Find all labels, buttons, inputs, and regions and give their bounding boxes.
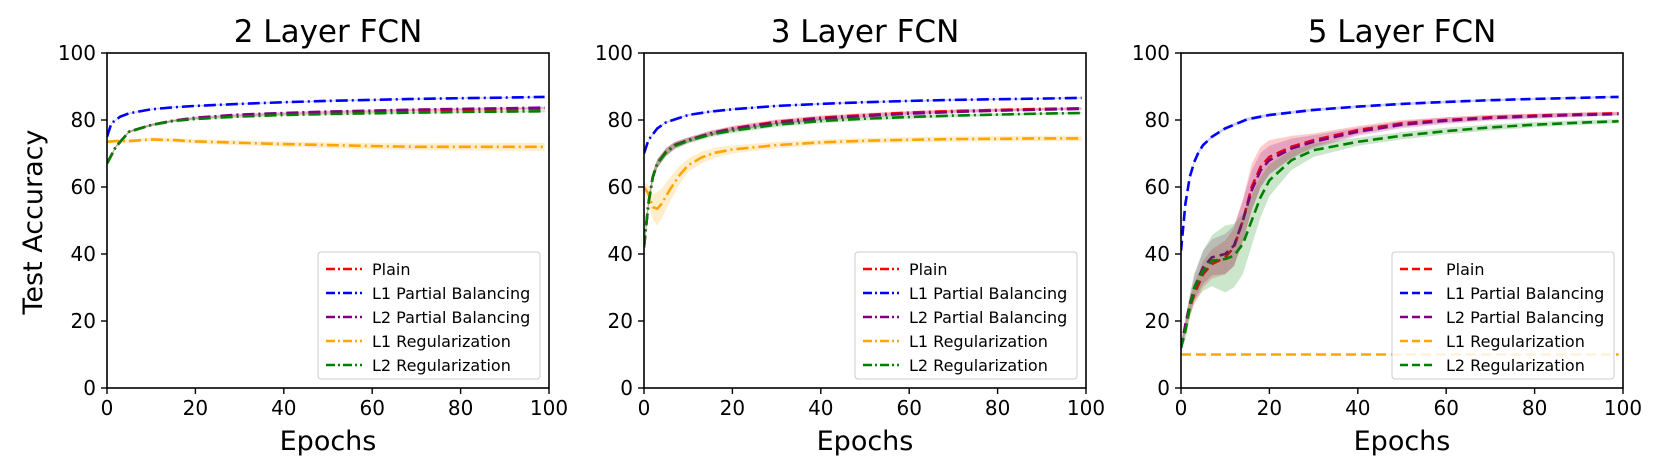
series-band-l1-partial-balancing: [107, 96, 545, 138]
y-tick-label: 100: [58, 41, 96, 65]
legend-box: [1391, 251, 1615, 380]
chart-panel-3: 5 Layer FCN Epochs 0 20 40 60 80 100 0 20 40 60 80 10…: [1132, 14, 1642, 457]
legend-label: L1 Partial Balancing: [1446, 284, 1604, 303]
y-tick-label: 40: [1145, 242, 1170, 266]
y-tick-label: 100: [1132, 41, 1170, 65]
y-tick-label: 20: [71, 309, 96, 333]
plot-frame: [643, 52, 1087, 389]
legend-label: L2 Partial Balancing: [372, 308, 530, 327]
series-line-l1-regularization: [107, 138, 545, 149]
series-line-plain: [644, 107, 1082, 248]
x-axis-label: Epochs: [1354, 426, 1451, 457]
series-line-l2-regularization: [107, 110, 545, 165]
legend-label: L1 Regularization: [372, 332, 511, 351]
y-tick-label: 100: [595, 41, 633, 65]
y-tick-label: 60: [608, 175, 633, 199]
series-band-l1-regularization: [107, 137, 545, 151]
legend-label: Plain: [909, 260, 947, 279]
x-tick-label: 40: [1345, 396, 1370, 420]
x-tick-label: 0: [1175, 396, 1188, 420]
legend-label: Plain: [372, 260, 410, 279]
y-tick-label: 40: [608, 242, 633, 266]
y-tick-label: 20: [1145, 309, 1170, 333]
legend-box: [317, 251, 541, 380]
x-tick-label: 60: [1433, 396, 1458, 420]
legend-box: [854, 251, 1078, 380]
x-tick-label: 100: [1067, 396, 1105, 420]
plot-frame: [106, 52, 550, 389]
series-band-l1-partial-balancing: [644, 97, 1082, 155]
legend-label: L1 Regularization: [909, 332, 1048, 351]
data-layer: [107, 95, 545, 165]
series-line-plain: [107, 107, 545, 165]
x-axis-label: Epochs: [817, 426, 914, 457]
x-tick-label: 100: [1604, 396, 1642, 420]
legend-label: L2 Partial Balancing: [1446, 308, 1604, 327]
plot-frame: [1180, 52, 1624, 389]
x-tick-label: 80: [985, 396, 1010, 420]
chart-title: 5 Layer FCN: [1308, 14, 1497, 50]
y-tick-label: 20: [608, 309, 633, 333]
legend-label: L1 Partial Balancing: [372, 284, 530, 303]
chart-title: 2 Layer FCN: [234, 14, 423, 50]
x-tick-label: 0: [101, 396, 114, 420]
legend: Plain L1 Partial Balancing L2 Partial Bala…: [1391, 251, 1615, 380]
series-line-l1-partial-balancing: [107, 95, 545, 138]
series-band-plain: [644, 107, 1082, 253]
legend-label: L2 Regularization: [372, 356, 511, 375]
chart-title: 3 Layer FCN: [771, 14, 960, 50]
y-tick-label: 80: [1145, 108, 1170, 132]
x-tick-label: 20: [1257, 396, 1282, 420]
series-band-plain: [107, 107, 545, 165]
series-band-l2-partial-balancing: [644, 107, 1082, 253]
series-band-l2-regularization: [644, 112, 1082, 253]
x-tick-label: 60: [359, 396, 384, 420]
series-line-l2-partial-balancing: [644, 107, 1082, 248]
y-tick-label: 0: [83, 376, 96, 400]
x-tick-label: 80: [1522, 396, 1547, 420]
x-tick-label: 40: [271, 396, 296, 420]
legend: Plain L1 Partial Balancing L2 Partial Bala…: [317, 251, 541, 380]
x-tick-label: 40: [808, 396, 833, 420]
legend: Plain L1 Partial Balancing L2 Partial Bala…: [854, 251, 1078, 380]
series-band-l1-regularization: [644, 135, 1082, 226]
y-tick-label: 60: [71, 175, 96, 199]
legend-label: L1 Partial Balancing: [909, 284, 1067, 303]
x-tick-label: 60: [896, 396, 921, 420]
y-tick-label: 40: [71, 242, 96, 266]
series-band-l2-regularization: [107, 110, 545, 165]
y-tick-label: 0: [620, 376, 633, 400]
x-tick-label: 0: [638, 396, 651, 420]
x-axis-label: Epochs: [280, 426, 377, 457]
y-tick-label: 80: [71, 108, 96, 132]
legend-label: L2 Partial Balancing: [909, 308, 1067, 327]
series-line-l1-partial-balancing: [644, 96, 1082, 154]
y-tick-label: 0: [1157, 376, 1170, 400]
chart-panel-1: 2 Layer FCN Epochs 0 20 40 60 80 100 0 20 40 60 80 10…: [58, 14, 568, 457]
y-tick-label: 60: [1145, 175, 1170, 199]
x-tick-label: 80: [448, 396, 473, 420]
legend-label: L2 Regularization: [1446, 356, 1585, 375]
x-tick-label: 100: [530, 396, 568, 420]
series-line-l2-partial-balancing: [107, 106, 545, 165]
series-line-l2-regularization: [644, 111, 1082, 248]
series-line-l2-regularization: [1181, 120, 1619, 349]
legend-label: L2 Regularization: [909, 356, 1048, 375]
chart-panel-2: 3 Layer FCN Epochs 0 20 40 60 80 100 0 20 40 60 80 10…: [595, 14, 1105, 457]
series-line-l1-regularization: [644, 137, 1082, 211]
x-tick-label: 20: [720, 396, 745, 420]
legend-label: L1 Regularization: [1446, 332, 1585, 351]
legend-label: Plain: [1446, 260, 1484, 279]
series-line-l1-partial-balancing: [1181, 95, 1619, 251]
y-axis-label: Test Accuracy: [18, 129, 49, 315]
y-tick-label: 80: [608, 108, 633, 132]
x-tick-label: 20: [183, 396, 208, 420]
data-layer: [644, 96, 1082, 253]
